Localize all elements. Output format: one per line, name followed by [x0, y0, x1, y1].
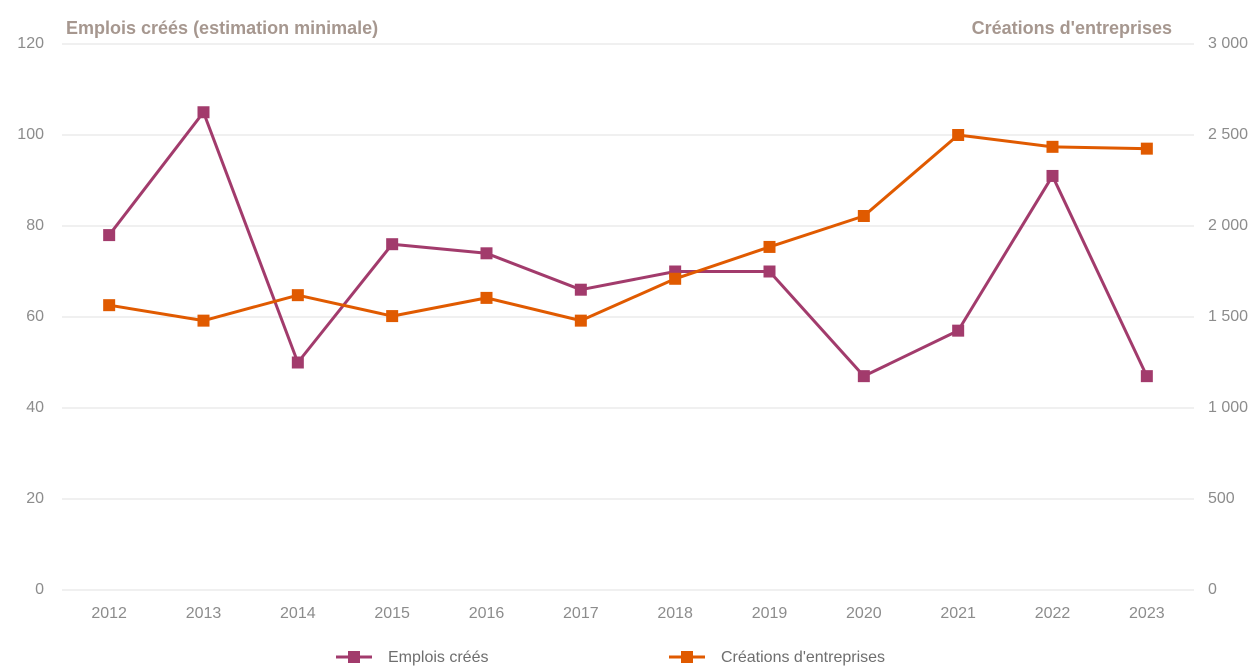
legend-label: Créations d'entreprises — [721, 649, 885, 666]
point-marker — [952, 129, 965, 141]
x-tick-label: 2020 — [846, 605, 882, 622]
point-marker — [386, 238, 399, 251]
y-tick-label: 40 — [26, 399, 44, 416]
y2-tick-label: 500 — [1208, 490, 1235, 507]
point-marker — [1046, 140, 1059, 153]
y2-tick-label: 2 500 — [1208, 126, 1248, 143]
point-marker — [197, 314, 210, 327]
point-marker — [574, 314, 587, 327]
x-tick-label: 2012 — [91, 605, 127, 622]
point-marker — [857, 209, 870, 222]
point-marker — [103, 229, 116, 242]
legend-marker — [348, 651, 360, 663]
x-tick-label: 2013 — [186, 605, 222, 622]
y-tick-label: 100 — [17, 126, 44, 143]
legend-label: Emplois créés — [388, 649, 488, 666]
point-marker — [291, 289, 304, 302]
point-marker — [197, 106, 210, 119]
point-marker — [291, 356, 304, 369]
point-marker — [763, 265, 776, 278]
point-marker — [952, 324, 965, 337]
point-marker — [103, 299, 116, 312]
point-marker — [1046, 169, 1059, 182]
y-tick-label: 80 — [26, 217, 44, 234]
x-tick-label: 2023 — [1129, 605, 1165, 622]
series-line — [107, 110, 1149, 378]
y-tick-label: 120 — [17, 35, 44, 52]
series-line — [108, 133, 1147, 323]
x-tick-label: 2019 — [752, 605, 788, 622]
x-tick-label: 2017 — [563, 605, 599, 622]
y-tick-label: 0 — [35, 581, 44, 598]
x-tick-label: 2022 — [1035, 605, 1071, 622]
point-marker — [763, 240, 776, 253]
y2-tick-label: 3 000 — [1208, 35, 1248, 52]
y2-axis-title: Créations d'entreprises — [972, 18, 1172, 38]
y-tick-label: 60 — [26, 308, 44, 325]
x-tick-label: 2014 — [280, 605, 316, 622]
point-marker — [1140, 370, 1153, 383]
y2-tick-label: 1 500 — [1208, 308, 1248, 325]
y-tick-label: 20 — [26, 490, 44, 507]
point-marker — [1140, 142, 1153, 155]
x-tick-label: 2021 — [940, 605, 976, 622]
point-marker — [669, 272, 682, 285]
point-marker — [386, 310, 399, 323]
y2-tick-label: 1 000 — [1208, 399, 1248, 416]
y2-tick-label: 2 000 — [1208, 217, 1248, 234]
x-tick-label: 2018 — [657, 605, 693, 622]
x-tick-label: 2015 — [374, 605, 410, 622]
x-tick-label: 2016 — [469, 605, 505, 622]
point-marker — [574, 283, 587, 296]
y2-tick-label: 0 — [1208, 581, 1217, 598]
legend-marker — [681, 651, 693, 663]
y-axis-title: Emplois créés (estimation minimale) — [66, 18, 378, 38]
point-marker — [480, 291, 493, 304]
point-marker — [480, 247, 493, 260]
point-marker — [857, 370, 870, 383]
